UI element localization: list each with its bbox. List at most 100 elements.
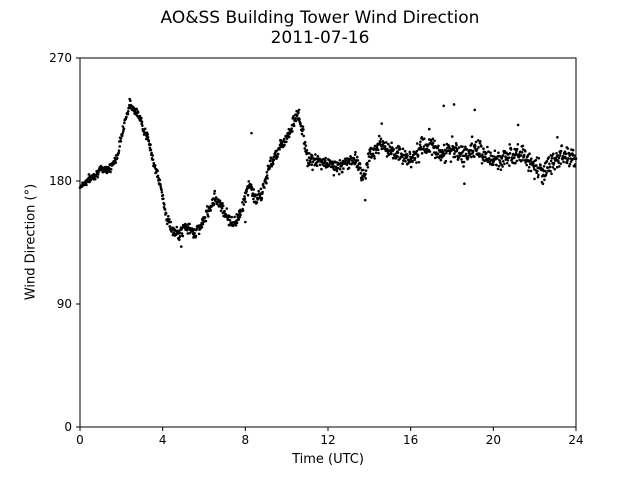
data-point: [336, 166, 340, 170]
data-point: [180, 232, 184, 235]
data-point: [275, 149, 279, 152]
data-point: [431, 137, 435, 141]
data-point: [392, 148, 396, 151]
data-point: [221, 201, 224, 205]
data-point: [463, 182, 466, 186]
data-point: [146, 135, 150, 139]
data-point: [521, 158, 524, 162]
data-point: [422, 145, 426, 148]
data-point: [563, 150, 567, 154]
data-point: [537, 156, 541, 160]
data-point: [85, 183, 88, 187]
data-point: [546, 166, 549, 169]
data-point: [314, 153, 317, 156]
data-point: [564, 152, 568, 156]
data-point: [567, 164, 571, 168]
data-point: [241, 201, 244, 204]
data-point: [290, 127, 293, 130]
data-point: [564, 157, 568, 160]
data-point: [129, 99, 132, 102]
data-point: [195, 227, 198, 231]
data-point: [514, 161, 517, 165]
data-point: [402, 159, 405, 162]
data-point: [160, 191, 164, 194]
data-point: [532, 162, 535, 165]
data-point: [252, 197, 255, 201]
data-point: [415, 142, 419, 145]
data-point: [146, 133, 150, 136]
data-point: [156, 174, 160, 178]
y-tick-label: 90: [57, 297, 72, 311]
data-point: [547, 156, 550, 159]
data-point: [477, 146, 480, 149]
data-point: [268, 166, 271, 169]
data-point: [522, 153, 526, 157]
data-point: [292, 124, 296, 128]
data-point: [527, 169, 530, 172]
data-point: [300, 132, 304, 136]
data-point: [343, 157, 347, 161]
data-point: [294, 116, 297, 120]
data-point: [497, 151, 500, 155]
data-point: [418, 143, 422, 146]
data-point: [461, 145, 464, 148]
data-point: [529, 169, 533, 173]
data-point: [140, 116, 143, 120]
data-point: [558, 154, 562, 157]
data-point: [464, 145, 467, 149]
data-point: [462, 165, 465, 168]
data-point: [501, 154, 505, 157]
data-point: [508, 164, 511, 167]
data-point: [221, 204, 225, 208]
data-point: [493, 149, 497, 153]
data-point: [473, 108, 477, 112]
data-point: [387, 142, 390, 146]
data-point: [404, 160, 407, 163]
data-point: [370, 155, 374, 158]
data-point: [376, 148, 380, 152]
data-point: [501, 165, 504, 168]
data-point: [259, 187, 263, 191]
data-point: [356, 159, 360, 162]
data-point: [509, 148, 513, 151]
data-point: [559, 162, 563, 165]
data-point: [276, 155, 279, 159]
data-point: [172, 231, 176, 234]
data-point: [471, 149, 475, 153]
data-point: [452, 103, 456, 106]
data-point: [449, 160, 453, 163]
data-point: [303, 147, 307, 150]
data-point: [239, 213, 242, 217]
data-point: [109, 170, 112, 174]
data-point: [493, 155, 496, 158]
data-point: [480, 161, 484, 165]
data-point: [158, 178, 162, 182]
data-point: [355, 155, 359, 159]
data-point: [257, 189, 260, 193]
data-point: [214, 196, 218, 199]
data-point: [156, 169, 159, 173]
data-point: [272, 158, 276, 162]
data-point: [114, 161, 118, 164]
data-point: [249, 183, 253, 187]
data-point: [292, 114, 295, 118]
data-point: [316, 154, 320, 158]
data-point: [325, 161, 329, 165]
data-point: [234, 224, 238, 227]
data-point: [125, 115, 128, 119]
x-tick-label: 0: [76, 433, 84, 447]
data-point: [476, 139, 480, 142]
data-point: [485, 157, 489, 161]
data-point: [283, 143, 286, 147]
data-point: [502, 160, 505, 163]
data-point: [160, 188, 163, 192]
data-point: [292, 122, 296, 126]
data-point: [374, 151, 378, 154]
data-point: [261, 190, 264, 194]
data-point: [557, 161, 560, 164]
data-point: [118, 145, 122, 148]
data-point: [237, 218, 241, 221]
data-point: [428, 150, 432, 153]
data-point: [206, 213, 209, 216]
data-point: [120, 134, 124, 138]
